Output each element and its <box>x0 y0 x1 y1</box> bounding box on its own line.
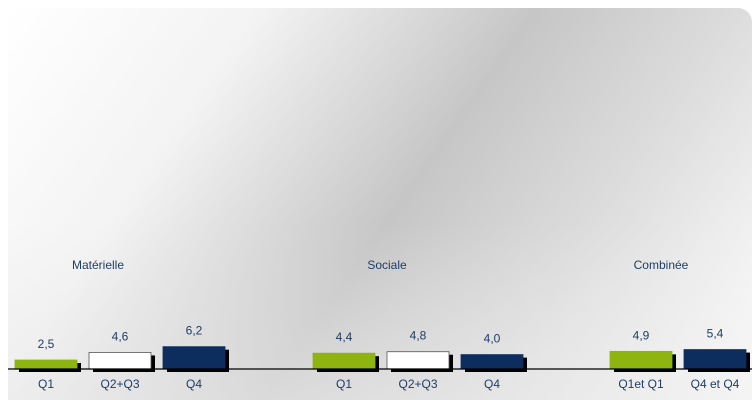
x-tick-label: Q1 <box>336 377 352 391</box>
data-label: 4,8 <box>410 329 427 343</box>
group-title: Matérielle <box>72 258 124 272</box>
x-tick-label: Q1 <box>38 377 54 391</box>
group-title: Sociale <box>367 258 407 272</box>
chart-background-panel <box>8 8 752 400</box>
bar <box>386 351 450 370</box>
bar <box>14 359 78 370</box>
bar <box>460 354 524 370</box>
data-label: 4,6 <box>112 329 129 343</box>
bar <box>609 350 673 370</box>
bar <box>683 349 747 370</box>
x-tick-label: Q4 et Q4 <box>691 377 740 391</box>
x-tick-label: Q2+Q3 <box>398 377 437 391</box>
x-tick-label: Q4 <box>186 377 202 391</box>
group-title: Combinée <box>634 258 689 272</box>
x-tick-label: Q4 <box>484 377 500 391</box>
bar <box>162 346 226 370</box>
bar <box>312 352 376 370</box>
x-tick-label: Q1et Q1 <box>618 377 664 391</box>
data-label: 6,2 <box>186 324 203 338</box>
data-label: 4,9 <box>633 328 650 342</box>
x-tick-label: Q2+Q3 <box>100 377 139 391</box>
bar <box>88 352 152 370</box>
data-label: 4,0 <box>484 332 501 346</box>
data-label: 2,5 <box>38 337 55 351</box>
data-label: 4,4 <box>336 330 353 344</box>
data-label: 5,4 <box>707 327 724 341</box>
